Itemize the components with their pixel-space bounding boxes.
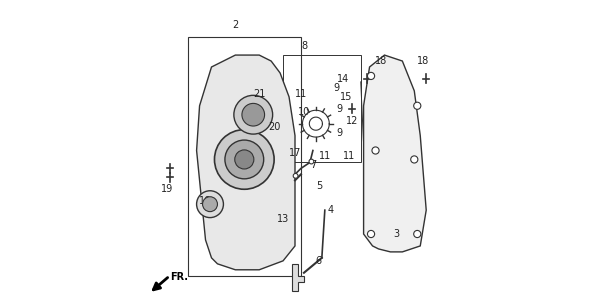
Circle shape bbox=[414, 231, 421, 237]
Text: 2: 2 bbox=[232, 20, 238, 30]
Text: 11: 11 bbox=[343, 151, 355, 161]
Text: 7: 7 bbox=[310, 160, 316, 170]
Text: 16: 16 bbox=[199, 196, 212, 206]
Text: 18: 18 bbox=[375, 56, 388, 66]
Circle shape bbox=[368, 72, 375, 79]
Text: 9: 9 bbox=[334, 83, 340, 93]
Text: FR.: FR. bbox=[170, 272, 188, 282]
Circle shape bbox=[372, 147, 379, 154]
Circle shape bbox=[293, 173, 298, 178]
Text: 5: 5 bbox=[316, 181, 322, 191]
Circle shape bbox=[309, 159, 314, 164]
Text: 21: 21 bbox=[253, 89, 266, 99]
Circle shape bbox=[234, 95, 273, 134]
Circle shape bbox=[225, 140, 264, 179]
Text: 9: 9 bbox=[337, 128, 343, 138]
Text: 13: 13 bbox=[277, 214, 289, 224]
Text: 10: 10 bbox=[298, 107, 310, 117]
Text: 6: 6 bbox=[316, 256, 322, 266]
Text: 17: 17 bbox=[289, 148, 301, 159]
Text: 9: 9 bbox=[337, 104, 343, 114]
Text: 18: 18 bbox=[417, 56, 430, 66]
Text: 19: 19 bbox=[160, 184, 173, 194]
Circle shape bbox=[235, 150, 254, 169]
Circle shape bbox=[411, 156, 418, 163]
Bar bbox=[188, 37, 301, 276]
Polygon shape bbox=[363, 55, 426, 252]
Text: 20: 20 bbox=[268, 122, 280, 132]
Text: 11: 11 bbox=[295, 89, 307, 99]
Polygon shape bbox=[196, 55, 295, 270]
Circle shape bbox=[368, 231, 375, 237]
Circle shape bbox=[196, 191, 224, 218]
Text: 3: 3 bbox=[394, 229, 399, 239]
Text: 15: 15 bbox=[339, 92, 352, 102]
Polygon shape bbox=[292, 264, 304, 291]
Text: 14: 14 bbox=[336, 74, 349, 84]
Text: 11: 11 bbox=[319, 151, 331, 161]
Text: 12: 12 bbox=[346, 116, 358, 126]
Circle shape bbox=[414, 102, 421, 109]
Circle shape bbox=[242, 103, 264, 126]
Bar bbox=[283, 55, 360, 163]
Text: 8: 8 bbox=[301, 41, 307, 51]
Circle shape bbox=[215, 130, 274, 189]
Circle shape bbox=[202, 197, 218, 212]
Text: 4: 4 bbox=[327, 205, 334, 215]
